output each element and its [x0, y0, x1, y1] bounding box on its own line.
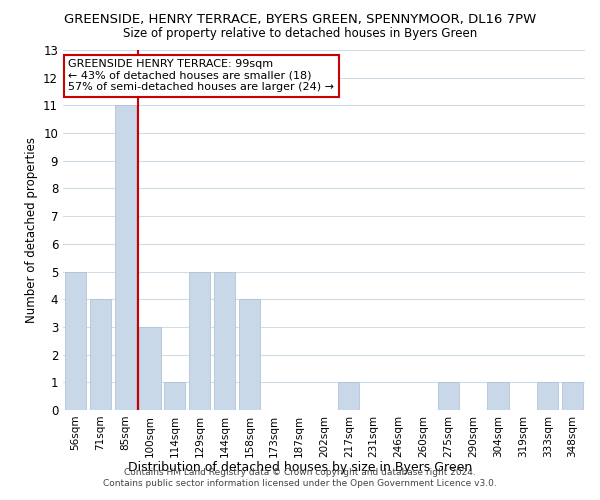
- Bar: [214, 272, 235, 410]
- Bar: [438, 382, 459, 410]
- Text: Contains HM Land Registry data © Crown copyright and database right 2024.
Contai: Contains HM Land Registry data © Crown c…: [103, 468, 497, 487]
- Text: Size of property relative to detached houses in Byers Green: Size of property relative to detached ho…: [123, 28, 477, 40]
- Bar: [164, 382, 185, 410]
- Text: GREENSIDE HENRY TERRACE: 99sqm
← 43% of detached houses are smaller (18)
57% of : GREENSIDE HENRY TERRACE: 99sqm ← 43% of …: [68, 59, 334, 92]
- Bar: [115, 106, 136, 410]
- Bar: [487, 382, 509, 410]
- Bar: [537, 382, 558, 410]
- Text: GREENSIDE, HENRY TERRACE, BYERS GREEN, SPENNYMOOR, DL16 7PW: GREENSIDE, HENRY TERRACE, BYERS GREEN, S…: [64, 12, 536, 26]
- Bar: [189, 272, 210, 410]
- Y-axis label: Number of detached properties: Number of detached properties: [25, 137, 38, 323]
- Text: Distribution of detached houses by size in Byers Green: Distribution of detached houses by size …: [128, 461, 472, 474]
- Bar: [338, 382, 359, 410]
- Bar: [65, 272, 86, 410]
- Bar: [139, 327, 161, 410]
- Bar: [90, 299, 111, 410]
- Bar: [562, 382, 583, 410]
- Bar: [239, 299, 260, 410]
